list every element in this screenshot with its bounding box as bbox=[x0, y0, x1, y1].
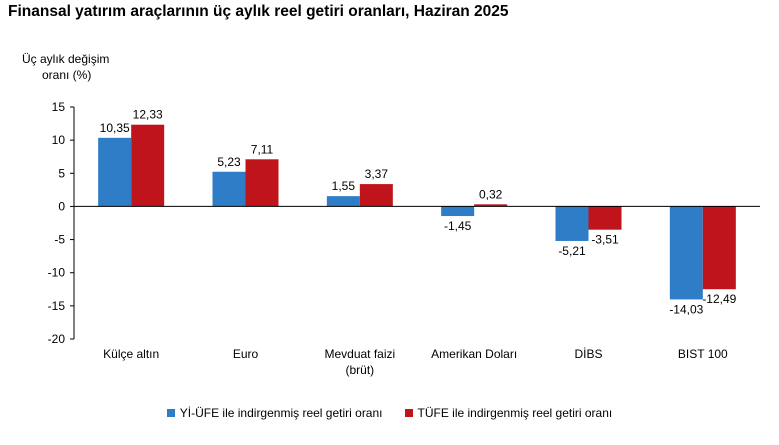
data-label-series-2: -3,51 bbox=[591, 233, 619, 247]
legend-label-series-2: TÜFE ile indirgenmiş reel getiri oranı bbox=[417, 406, 613, 420]
y-tick-label: -5 bbox=[54, 233, 65, 247]
category-label: Euro bbox=[233, 347, 259, 361]
legend-swatch-series-2 bbox=[404, 409, 413, 417]
bar-series-1 bbox=[441, 206, 475, 217]
data-label-series-2: 7,11 bbox=[251, 142, 274, 156]
legend-item-series-1: Yİ-ÜFE ile indirgenmiş reel getiri oranı bbox=[166, 406, 383, 420]
data-label-series-1: -1,45 bbox=[444, 219, 472, 233]
category-label: Amerikan Doları bbox=[431, 347, 517, 361]
data-label-series-2: 3,37 bbox=[365, 167, 389, 181]
y-tick-label: -20 bbox=[48, 332, 66, 346]
category-label: Külçe altın bbox=[103, 347, 159, 361]
category-label: BIST 100 bbox=[678, 347, 728, 361]
y-tick-label: 10 bbox=[52, 133, 66, 147]
data-label-series-2: 12,33 bbox=[133, 108, 163, 122]
bar-series-1 bbox=[555, 206, 589, 241]
category-label: DİBS bbox=[574, 347, 602, 361]
y-tick-label: -10 bbox=[48, 266, 66, 280]
data-label-series-1: 10,35 bbox=[100, 121, 130, 135]
chart-title: Finansal yatırım araçlarının üç aylık re… bbox=[8, 3, 509, 20]
y-tick-label: 5 bbox=[58, 166, 65, 180]
bar-series-1 bbox=[669, 206, 703, 300]
bar-series-2 bbox=[702, 206, 736, 290]
bar-series-1 bbox=[326, 196, 360, 207]
legend-item-series-2: TÜFE ile indirgenmiş reel getiri oranı bbox=[404, 406, 613, 420]
data-label-series-2: 0,32 bbox=[479, 187, 503, 201]
data-label-series-1: -14,03 bbox=[669, 302, 703, 316]
y-tick-label: 0 bbox=[58, 199, 65, 213]
data-label-series-1: -5,21 bbox=[558, 244, 586, 258]
data-label-series-1: 1,55 bbox=[332, 179, 356, 193]
bar-series-2 bbox=[245, 159, 279, 207]
bar-series-2 bbox=[359, 184, 393, 207]
data-label-series-2: -12,49 bbox=[702, 292, 736, 306]
legend: Yİ-ÜFE ile indirgenmiş reel getiri oranı… bbox=[0, 406, 779, 420]
y-tick-label: 15 bbox=[52, 100, 66, 114]
bar-chart: 15 10 5 0 -5 -10 -15 -20 10,35 5,23 1,55 -1,45 -5,21… bbox=[48, 100, 760, 377]
data-label-series-1: 5,23 bbox=[217, 155, 241, 169]
y-tick-label: -15 bbox=[48, 299, 66, 313]
bar-series-1 bbox=[212, 171, 246, 207]
bar-series-2 bbox=[474, 204, 508, 207]
bar-series-2 bbox=[131, 124, 165, 207]
bar-series-1 bbox=[98, 137, 132, 207]
y-axis-label-line-1: Üç aylık değişim bbox=[22, 52, 110, 66]
y-axis-label-line-2: oranı (%) bbox=[42, 68, 92, 82]
category-label: (brüt) bbox=[345, 363, 374, 377]
legend-swatch-series-1 bbox=[166, 409, 175, 417]
legend-label-series-1: Yİ-ÜFE ile indirgenmiş reel getiri oranı bbox=[179, 406, 383, 420]
category-label: Mevduat faizi bbox=[324, 347, 395, 361]
bar-series-2 bbox=[588, 206, 622, 230]
